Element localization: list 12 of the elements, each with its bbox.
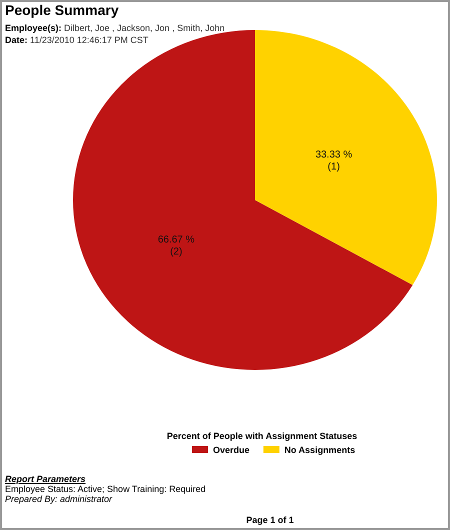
legend-title: Percent of People with Assignment Statuses [166, 431, 358, 441]
chart-title: People Summary [5, 2, 119, 18]
data-label: 66.67 % (2) [158, 234, 195, 258]
chart-subtitle: Employee(s): Dilbert, Joe , Jackson, Jon , Smith, John [5, 23, 225, 33]
legend-label: Overdue [213, 445, 250, 455]
text: Page 1 of 1 [246, 515, 294, 525]
data-label: 33.33 % (1) [315, 149, 352, 172]
legend-label: No Assignments [284, 445, 356, 455]
text: Prepared By: administrator [5, 494, 114, 504]
text: Employee Status: Active; Show Training: Required [5, 484, 206, 494]
text: Report Parameters [5, 474, 86, 484]
text: Date: 11/23/2010 12:46:17 PM CST [5, 35, 149, 45]
